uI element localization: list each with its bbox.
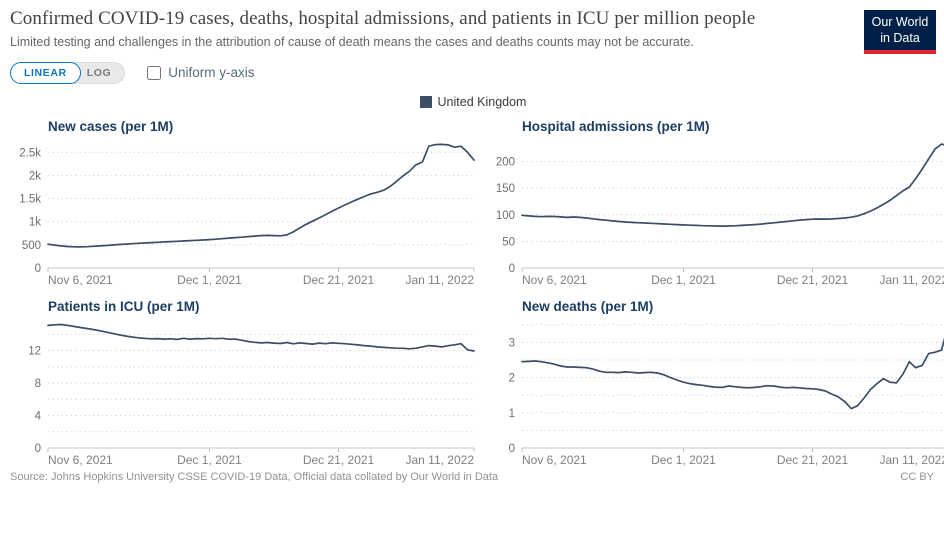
owid-logo[interactable]: Our World in Data	[864, 10, 936, 55]
chart-panel: New cases (per 1M) 0 500 1k 1.5k 2k 2.5k Nov 6,…	[10, 119, 476, 287]
x-tick-label: Dec 21, 2021	[777, 453, 849, 467]
chart-panel: Patients in ICU (per 1M) 0 4 8 12 Nov 6, 2021…	[10, 299, 476, 467]
log-button[interactable]: LOG	[68, 61, 126, 84]
y-tick-label: 1	[509, 408, 515, 420]
y-tick-label: 0	[509, 263, 515, 275]
y-tick-label: 1k	[29, 217, 41, 229]
legend-swatch	[419, 95, 432, 108]
x-tick-label: Nov 6, 2021	[48, 453, 113, 467]
chart-plot[interactable]: 0 50 100 150 200 Nov 6, 2021 Dec 1, 2021 Dec 21…	[484, 137, 944, 287]
y-tick-label: 2	[509, 372, 515, 384]
uniform-y-axis-control: Uniform y-axis	[147, 65, 255, 81]
chart-plot[interactable]: 0 500 1k 1.5k 2k 2.5k Nov 6, 2021 Dec 1, 2021 De…	[10, 137, 476, 287]
controls-bar: LINEAR LOG Uniform y-axis	[10, 61, 936, 84]
owid-logo-line2: in Data	[880, 30, 920, 45]
uniform-y-axis-label: Uniform y-axis	[168, 65, 255, 81]
y-tick-label: 4	[35, 410, 42, 422]
uniform-y-axis-checkbox[interactable]	[147, 65, 162, 80]
y-tick-label: 150	[496, 183, 515, 195]
x-tick-label: Nov 6, 2021	[48, 273, 113, 287]
charts-grid: New cases (per 1M) 0 500 1k 1.5k 2k 2.5k Nov 6,…	[10, 119, 944, 467]
y-tick-label: 12	[28, 345, 41, 357]
x-tick-label: Dec 1, 2021	[177, 453, 242, 467]
y-tick-label: 1.5k	[19, 193, 41, 205]
chart-title: Hospital admissions (per 1M)	[522, 118, 710, 134]
chart-title: New cases (per 1M)	[48, 118, 174, 134]
y-tick-label: 100	[496, 210, 515, 222]
y-tick-label: 0	[35, 263, 41, 275]
chart-panel: New deaths (per 1M) 0 1 2 3 Nov 6, 2021 Dec 1,…	[484, 299, 944, 467]
owid-logo-line1: Our World	[871, 15, 929, 29]
y-tick-label: 50	[502, 236, 515, 248]
data-line-united-kingdom[interactable]	[47, 143, 475, 248]
linear-button[interactable]: LINEAR	[10, 61, 81, 84]
x-tick-label: Jan 11, 2022	[405, 273, 474, 287]
chart-title: New deaths (per 1M)	[522, 298, 654, 314]
chart-plot[interactable]: 0 4 8 12 Nov 6, 2021 Dec 1, 2021 Dec 21, 2021 J…	[10, 317, 476, 467]
y-tick-label: 2k	[29, 170, 41, 182]
page-title: Confirmed COVID-19 cases, deaths, hospit…	[10, 8, 756, 29]
y-tick-label: 8	[35, 378, 41, 390]
x-tick-label: Jan 11, 2022	[879, 273, 944, 287]
y-tick-label: 500	[22, 240, 41, 252]
data-line-united-kingdom[interactable]	[521, 143, 944, 227]
license-badge[interactable]: CC BY	[900, 470, 934, 483]
x-tick-label: Dec 1, 2021	[177, 273, 242, 287]
y-tick-label: 0	[509, 443, 515, 455]
x-tick-label: Dec 21, 2021	[777, 273, 849, 287]
data-line-united-kingdom[interactable]	[521, 326, 944, 410]
chart-title: Patients in ICU (per 1M)	[48, 298, 200, 314]
y-tick-label: 2.5k	[19, 147, 41, 159]
x-tick-label: Jan 11, 2022	[405, 453, 474, 467]
chart-plot[interactable]: 0 1 2 3 Nov 6, 2021 Dec 1, 2021 Dec 21, 2021 Ja…	[484, 317, 944, 467]
y-tick-label: 200	[496, 156, 515, 168]
x-tick-label: Dec 1, 2021	[651, 273, 716, 287]
y-tick-label: 3	[509, 337, 515, 349]
data-line-united-kingdom[interactable]	[47, 323, 475, 352]
legend-label: United Kingdom	[437, 94, 527, 109]
legend: United Kingdom	[10, 95, 936, 109]
y-tick-label: 0	[35, 443, 41, 455]
chart-panel: Hospital admissions (per 1M) 0 50 100 150 200…	[484, 119, 944, 287]
x-tick-label: Nov 6, 2021	[522, 273, 587, 287]
legend-item-united-kingdom[interactable]: United Kingdom	[419, 94, 527, 109]
page-subtitle: Limited testing and challenges in the at…	[10, 34, 694, 49]
x-tick-label: Dec 1, 2021	[651, 453, 716, 467]
x-tick-label: Nov 6, 2021	[522, 453, 587, 467]
footer: Source: Johns Hopkins University CSSE CO…	[10, 471, 936, 483]
x-tick-label: Jan 11, 2022	[879, 453, 944, 467]
x-tick-label: Dec 21, 2021	[303, 273, 375, 287]
source-note: Source: Johns Hopkins University CSSE CO…	[10, 470, 499, 483]
x-tick-label: Dec 21, 2021	[303, 453, 375, 467]
scale-toggle: LINEAR LOG	[10, 61, 126, 84]
